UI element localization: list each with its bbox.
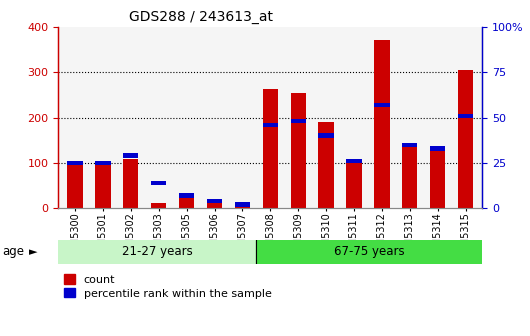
Bar (257, 240, 482, 264)
Bar (374, 102, 390, 107)
Bar (374, 41, 390, 208)
Bar (235, 204, 250, 208)
Bar (402, 142, 418, 147)
Text: 67-75 years: 67-75 years (334, 246, 404, 258)
Text: ►: ► (29, 247, 38, 257)
Bar (430, 146, 445, 151)
Bar (123, 159, 138, 208)
Bar (346, 163, 361, 208)
Bar (67, 161, 83, 165)
Bar (319, 133, 334, 138)
Bar (95, 164, 111, 208)
Bar (207, 202, 222, 208)
Bar (458, 70, 473, 208)
Text: age: age (3, 246, 25, 258)
Bar (151, 181, 166, 185)
Bar (179, 193, 195, 198)
Bar (263, 89, 278, 208)
Bar (235, 202, 250, 207)
Bar (319, 122, 334, 208)
Bar (123, 154, 138, 158)
Bar (58, 240, 257, 264)
Bar (263, 123, 278, 127)
Legend: count, percentile rank within the sample: count, percentile rank within the sample (64, 275, 272, 299)
Bar (402, 142, 418, 208)
Bar (430, 149, 445, 208)
Bar (290, 119, 306, 124)
Bar (346, 159, 361, 163)
Bar (290, 93, 306, 208)
Bar (207, 199, 222, 203)
Bar (151, 203, 166, 208)
Bar (179, 198, 195, 208)
Bar (67, 165, 83, 208)
Bar (458, 114, 473, 118)
Text: GDS288 / 243613_at: GDS288 / 243613_at (129, 10, 273, 24)
Bar (95, 161, 111, 165)
Text: 21-27 years: 21-27 years (122, 246, 193, 258)
